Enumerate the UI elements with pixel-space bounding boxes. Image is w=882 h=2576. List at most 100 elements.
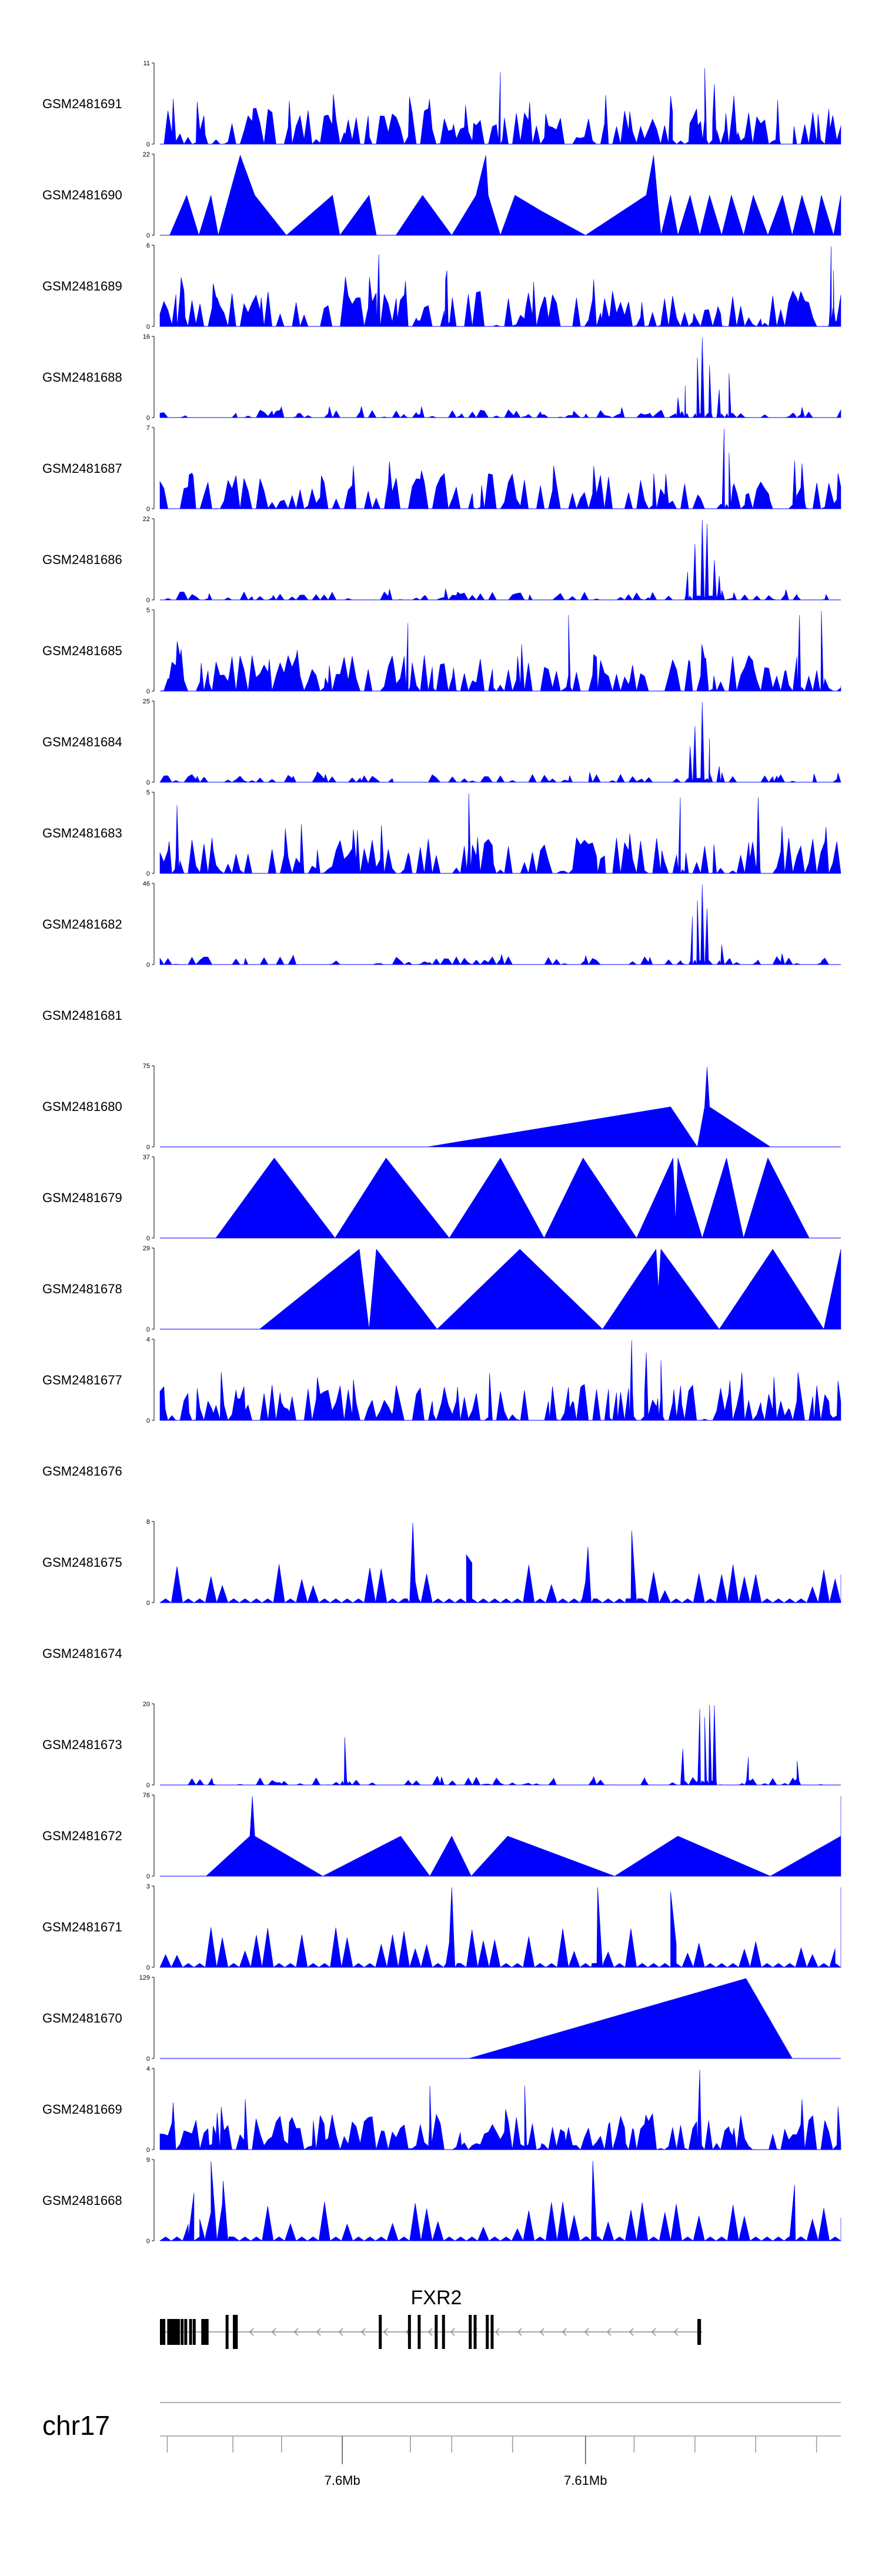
coverage-area [159,884,841,965]
track-label: GSM2481677 [42,1373,122,1387]
track-GSM2481678: GSM2481678 29 0 [42,1245,841,1333]
y-min-label: 0 [146,962,150,969]
track-label: GSM2481691 [42,96,122,111]
gene-exon [486,2315,489,2349]
track-label: GSM2481689 [42,279,122,293]
y-max-label: 75 [143,1063,150,1070]
track-GSM2481685: GSM2481685 5 0 [42,607,841,695]
y-min-label: 0 [146,2238,150,2245]
y-max-label: 29 [143,1245,150,1252]
track-GSM2481677: GSM2481677 4 0 [42,1336,841,1424]
strand-arrow [427,2328,433,2336]
track-GSM2481674: GSM2481674 [42,1646,122,1661]
strand-arrow [383,2328,388,2336]
y-min-label: 0 [146,141,150,148]
coverage-area [159,2069,841,2151]
track-label: GSM2481668 [42,2193,122,2208]
track-label: GSM2481685 [42,643,122,658]
coverage-area [159,702,841,783]
strand-arrow [517,2328,522,2336]
strand-arrow [338,2328,343,2336]
y-min-label: 0 [146,597,150,604]
coverage-tracks: GSM2481691110GSM2481690220GSM248168960GS… [42,60,841,2245]
strand-arrow [293,2328,299,2336]
axis-tick-label: 7.6Mb [325,2473,360,2488]
chromosome-label: chr17 [42,2410,110,2441]
strand-arrow [271,2328,276,2336]
track-label: GSM2481688 [42,370,122,385]
y-min-label: 0 [146,1235,150,1242]
y-max-label: 22 [143,516,150,523]
y-max-label: 6 [146,242,150,249]
y-min-label: 0 [146,2147,150,2154]
track-GSM2481679: GSM2481679 37 0 [42,1154,841,1242]
gene-exon [697,2319,701,2345]
gene-exon [172,2319,175,2345]
y-max-label: 7 [146,425,150,432]
track-label: GSM2481686 [42,552,122,567]
strand-arrow [673,2328,679,2336]
track-label: GSM2481681 [42,1008,122,1023]
strand-arrow [249,2328,254,2336]
strand-arrow [450,2328,455,2336]
track-GSM2481681: GSM2481681 [42,1008,122,1023]
coverage-area [159,793,841,875]
y-max-label: 9 [146,2157,150,2164]
track-GSM2481682: GSM2481682 46 0 [42,880,841,969]
gene-exon [184,2319,188,2345]
gene-exon [162,2319,166,2345]
gene-exon [379,2315,382,2349]
y-min-label: 0 [146,1964,150,1971]
track-GSM2481669: GSM2481669 4 0 [42,2066,841,2154]
coverage-area [159,1340,841,1422]
y-max-label: 5 [146,607,150,614]
gene-exon [189,2319,192,2345]
track-label: GSM2481669 [42,2102,122,2117]
gene-exon [442,2315,445,2349]
coverage-area [159,428,841,510]
track-GSM2481687: GSM2481687 7 0 [42,425,841,513]
gene-exon [201,2319,209,2345]
y-max-label: 37 [143,1154,150,1161]
coverage-area [160,519,841,600]
track-GSM2481675: GSM2481675 8 0 [42,1519,841,1607]
track-GSM2481670: GSM2481670 129 0 [42,1974,841,2063]
track-GSM2481673: GSM2481673 20 0 [42,1701,841,1789]
coverage-area [160,68,841,145]
track-GSM2481676: GSM2481676 [42,1464,122,1479]
gene-exon [490,2315,494,2349]
track-GSM2481690: GSM2481690 22 0 [42,151,841,239]
track-label: GSM2481679 [42,1190,122,1205]
track-label: GSM2481672 [42,1828,122,1843]
y-max-label: 5 [146,789,150,796]
gene-exon [435,2315,438,2349]
gene-exon [233,2315,238,2349]
coverage-area [159,246,841,328]
gene-exon [192,2319,196,2345]
y-min-label: 0 [146,1600,150,1607]
track-GSM2481689: GSM2481689 6 0 [42,242,841,331]
gene-exon [176,2319,180,2345]
gene-exon [174,2319,178,2345]
track-label: GSM2481676 [42,1464,122,1479]
track-GSM2481686: GSM2481686 22 0 [42,516,841,604]
coverage-area [215,1157,810,1239]
gene-exon [473,2315,477,2349]
coverage-area [169,155,841,236]
strand-arrow [539,2328,544,2336]
y-max-label: 8 [146,1519,150,1526]
track-label: GSM2481682 [42,917,122,932]
axis-tick-label: 7.61Mb [564,2473,607,2488]
track-label: GSM2481684 [42,735,122,749]
track-GSM2481668: GSM2481668 9 0 [42,2157,841,2245]
track-GSM2481684: GSM2481684 25 0 [42,698,841,786]
coverage-area [160,1704,841,1786]
gene-label: FXR2 [411,2287,462,2309]
track-label: GSM2481675 [42,1555,122,1570]
genome-axis: chr17 7.6Mb 7.61Mb [42,2402,841,2488]
track-GSM2481671: GSM2481671 3 0 [42,1883,841,1971]
y-min-label: 0 [146,232,150,239]
y-max-label: 76 [143,1792,150,1799]
y-min-label: 0 [146,323,150,331]
